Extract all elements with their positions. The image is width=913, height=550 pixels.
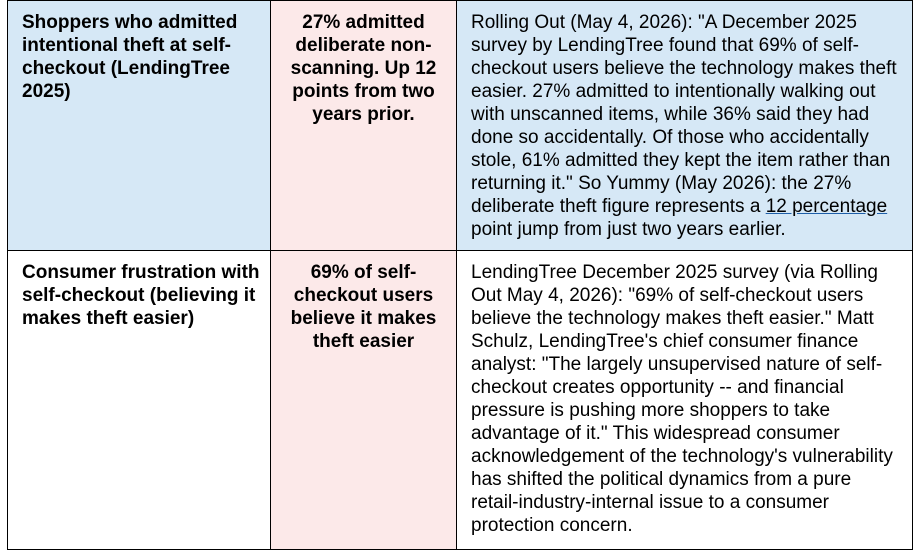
source-text: Rolling Out (May 4, 2026): "A December 2… [471, 12, 897, 217]
source-quote: LendingTree December 2025 survey (via Ro… [456, 250, 913, 550]
source-quote: Rolling Out (May 4, 2026): "A December 2… [456, 0, 913, 251]
table-row: Consumer frustration with self-checkout … [7, 250, 913, 550]
key-figure: 27% admitted deliberate non-scanning. Up… [270, 0, 457, 251]
row-label: Shoppers who admitted intentional theft … [7, 0, 271, 251]
table-row: Shoppers who admitted intentional theft … [7, 0, 913, 251]
source-text-end: point jump from just two years earlier. [471, 219, 786, 240]
underlined-phrase: 12 percentage [765, 196, 888, 217]
key-figure: 69% of self-checkout users believe it ma… [270, 250, 457, 550]
row-label: Consumer frustration with self-checkout … [7, 250, 271, 550]
evidence-table: Shoppers who admitted intentional theft … [7, 0, 913, 550]
